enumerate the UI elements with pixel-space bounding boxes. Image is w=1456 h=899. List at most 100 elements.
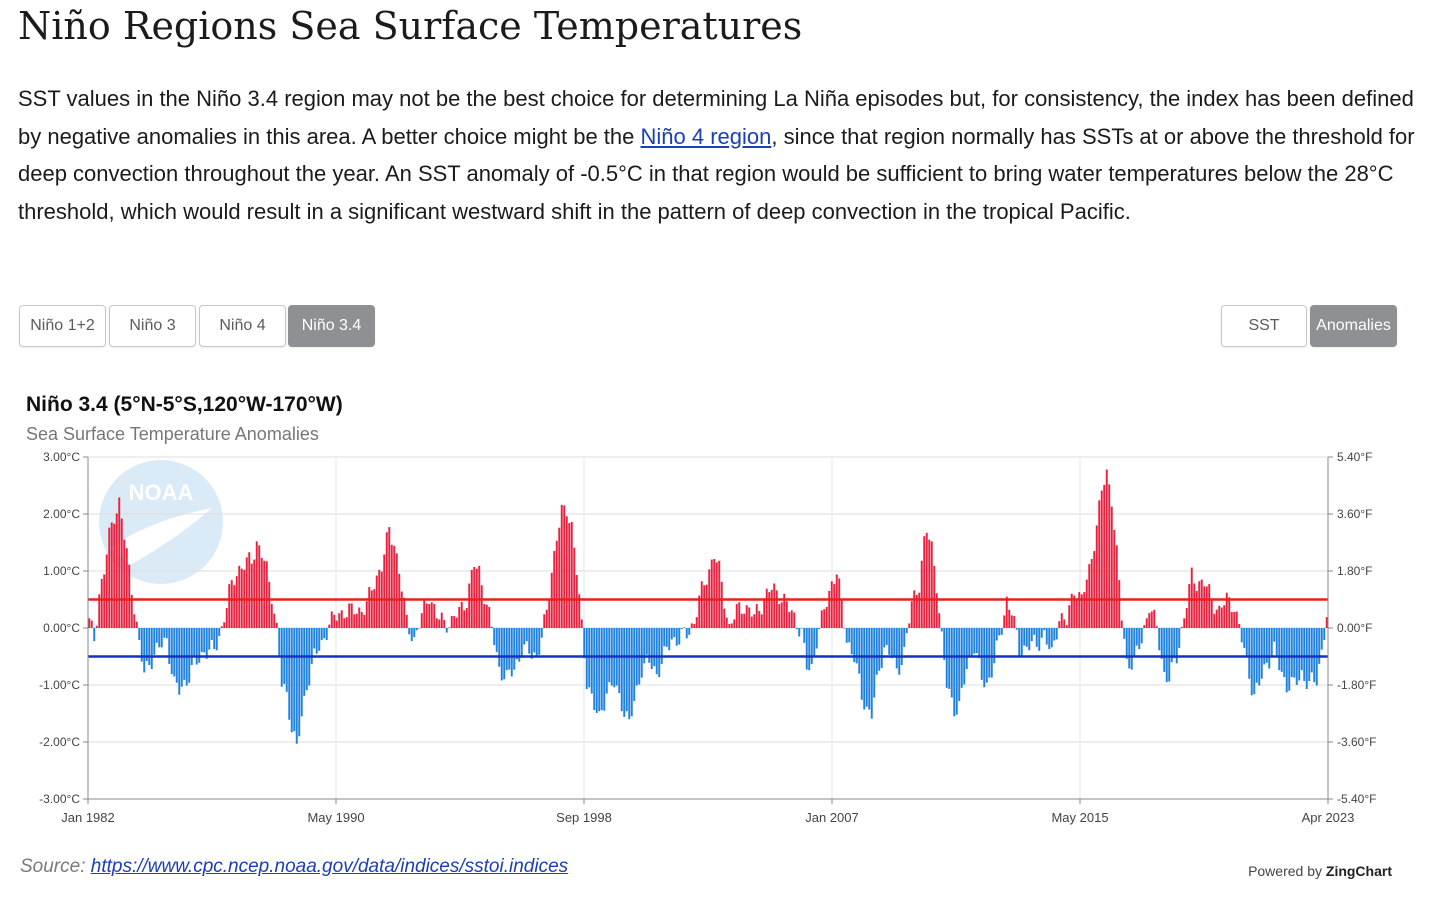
bar — [1110, 506, 1113, 628]
bar — [1200, 579, 1203, 628]
bar — [1068, 605, 1071, 628]
bar — [1248, 628, 1251, 679]
bar — [428, 604, 431, 628]
mode-button-anomalies[interactable]: Anomalies — [1310, 305, 1397, 347]
bar — [410, 628, 413, 642]
bar — [1128, 628, 1131, 669]
bar — [1080, 594, 1083, 628]
bar — [688, 628, 691, 635]
bar — [650, 628, 653, 670]
bar — [668, 628, 671, 651]
bar — [813, 628, 816, 656]
bar — [1078, 592, 1081, 628]
bar — [1095, 525, 1098, 628]
bar — [525, 628, 528, 642]
bar — [630, 628, 633, 717]
source-link[interactable]: https://www.cpc.ncep.noaa.gov/data/indic… — [90, 856, 569, 877]
y-right-tick-label: -3.60°F — [1337, 735, 1376, 749]
bar — [1185, 608, 1188, 628]
region-button-nino-1-2[interactable]: Niño 1+2 — [19, 305, 106, 347]
bar — [678, 628, 681, 645]
bar — [1048, 628, 1051, 650]
bar — [355, 613, 358, 628]
intro-text-before: SST values in the Niño 3.4 region may no… — [18, 86, 1414, 149]
bar — [303, 628, 306, 696]
bar — [255, 541, 258, 628]
bar — [928, 539, 931, 628]
source-label: Source: — [20, 856, 86, 877]
bar — [358, 607, 361, 628]
bar — [283, 628, 286, 684]
bar — [398, 573, 401, 628]
bar — [403, 597, 406, 628]
bar — [203, 628, 206, 653]
bar — [1228, 597, 1231, 628]
grid — [87, 456, 1329, 800]
bar — [680, 628, 683, 630]
bar — [163, 628, 166, 638]
bar — [1193, 583, 1196, 628]
bar — [185, 628, 188, 686]
bar — [655, 628, 658, 675]
bar — [440, 612, 443, 628]
bar — [590, 628, 593, 694]
bar — [450, 616, 453, 628]
bar — [343, 618, 346, 628]
bar — [1130, 628, 1133, 670]
bar — [790, 610, 793, 628]
region-button-nino-4[interactable]: Niño 4 — [199, 305, 286, 347]
y-left-tick-label: 0.00°C — [43, 621, 80, 635]
bar — [1028, 628, 1031, 651]
bar — [213, 628, 216, 650]
bar — [390, 544, 393, 628]
bar — [308, 628, 311, 686]
bar — [1270, 628, 1273, 657]
bar — [178, 628, 181, 695]
bar — [335, 620, 338, 628]
bar — [198, 628, 201, 663]
bar — [363, 614, 366, 628]
bar — [435, 618, 438, 628]
region-button-nino-3[interactable]: Niño 3 — [109, 305, 196, 347]
bar — [1023, 628, 1026, 646]
bar — [110, 522, 113, 628]
bar — [1250, 628, 1253, 696]
bar — [1163, 628, 1166, 672]
bar — [548, 598, 551, 628]
mode-button-sst[interactable]: SST — [1221, 305, 1307, 347]
bar — [558, 527, 561, 628]
bar — [98, 594, 101, 628]
bar — [1083, 592, 1086, 628]
bar — [748, 607, 751, 628]
bar — [780, 602, 783, 628]
bar — [673, 628, 676, 638]
bar — [785, 601, 788, 628]
bar — [433, 604, 436, 628]
bar — [310, 628, 313, 664]
nino4-region-link[interactable]: Niño 4 region — [640, 123, 772, 149]
bar — [313, 628, 316, 649]
bar — [503, 628, 506, 680]
bar — [603, 628, 606, 711]
region-button-nino-3-4[interactable]: Niño 3.4 — [288, 305, 375, 347]
bar — [1158, 628, 1161, 651]
bar — [588, 628, 591, 688]
bar — [1215, 609, 1218, 628]
bar — [370, 590, 373, 628]
bar — [270, 604, 273, 628]
bar — [620, 628, 623, 712]
powered-by-brand[interactable]: ZingChart — [1325, 863, 1392, 879]
bar — [648, 628, 651, 663]
bar — [1125, 628, 1128, 659]
bar — [118, 497, 121, 628]
x-tick-label: Apr 2023 — [1302, 810, 1355, 825]
bar — [445, 628, 448, 633]
bar — [148, 628, 151, 666]
bar — [325, 628, 328, 640]
bar — [260, 557, 263, 628]
bar — [930, 541, 933, 628]
bar — [1060, 613, 1063, 628]
bar — [170, 628, 173, 675]
bar — [368, 586, 371, 628]
bar — [128, 564, 131, 628]
